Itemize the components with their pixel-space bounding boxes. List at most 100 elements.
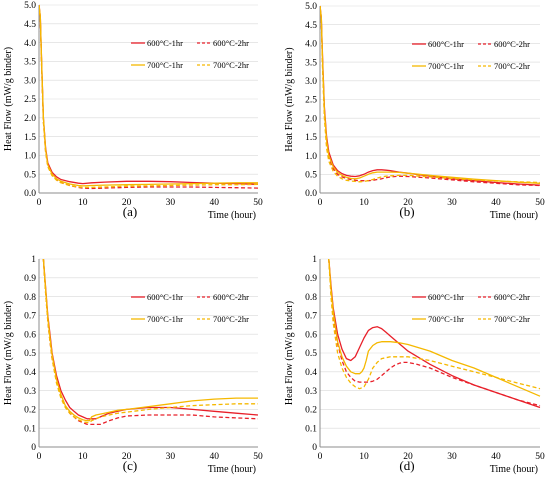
y-tick-label: 0.5	[305, 349, 317, 359]
x-tick-label: 20	[403, 452, 413, 462]
series-line	[320, 5, 541, 187]
y-tick-label: 2.0	[24, 114, 36, 124]
series-line	[39, 4, 259, 189]
x-tick-label: 10	[78, 198, 88, 208]
x-tick-label: 10	[359, 452, 369, 462]
panel-caption: (d)	[399, 458, 414, 473]
x-tick-label: 40	[209, 452, 219, 462]
x-tick-label: 0	[318, 452, 323, 462]
y-tick-label: 2.0	[305, 114, 317, 124]
x-tick-label: 0	[37, 452, 42, 462]
x-tick-label: 30	[166, 198, 176, 208]
chart-panel-0: 0.0 0.5 1.0 1.5 2.0 2.5 3.0 3.5 4.0 4.5 5.0 0 10 20 30…	[3, 1, 263, 221]
legend-label: 600°C-2hr	[213, 292, 249, 302]
y-tick-label: 0.7	[305, 312, 317, 322]
y-axis-title: Heat Flow (mW/g binder)	[284, 301, 295, 405]
panel-caption: (a)	[123, 204, 137, 219]
y-tick-label: 0.0	[305, 189, 317, 199]
y-tick-label: 3.5	[305, 58, 317, 68]
y-tick-label: 1.5	[305, 133, 317, 143]
y-tick-label: 4.0	[24, 39, 36, 49]
y-tick-label: 0.2	[305, 406, 317, 416]
y-tick-label: 4.5	[305, 21, 317, 31]
series-line	[42, 258, 259, 426]
y-tick-label: 0.3	[305, 387, 317, 397]
series-line	[320, 5, 541, 184]
legend-label: 600°C-1hr	[147, 38, 183, 48]
y-tick-label: 0.1	[24, 424, 36, 434]
y-tick-label: 0.4	[305, 368, 317, 378]
legend-label: 700°C-1hr	[428, 314, 464, 324]
x-axis-title: Time (hour)	[490, 210, 538, 221]
series-line	[320, 5, 541, 186]
series-line	[39, 4, 259, 186]
legend-label: 700°C-2hr	[213, 60, 249, 70]
x-tick-label: 30	[166, 452, 176, 462]
y-tick-label: 2.5	[305, 96, 317, 106]
series-line	[328, 258, 541, 409]
series-line	[42, 258, 258, 424]
y-tick-label: 0.7	[24, 312, 36, 322]
series-line	[320, 5, 541, 184]
y-tick-label: 3.0	[305, 77, 317, 87]
y-tick-label: 3.5	[24, 58, 36, 68]
y-tick-label: 0	[312, 443, 317, 453]
series-line	[39, 4, 259, 190]
series-line	[328, 258, 541, 390]
x-tick-label: 20	[122, 198, 132, 208]
legend-label: 600°C-1hr	[428, 292, 464, 302]
y-tick-label: 0.1	[305, 424, 317, 434]
panel-caption: (c)	[123, 458, 137, 473]
x-tick-label: 50	[253, 198, 263, 208]
y-tick-label: 0.5	[305, 171, 317, 181]
chart-panel-2: 00.10.20.30.40.50.60.70.80.910 10 20 30 40 50…	[3, 255, 263, 475]
y-tick-label: 0.9	[305, 274, 317, 284]
y-tick-label: 1.0	[305, 152, 317, 162]
y-tick-label: 5.0	[24, 1, 36, 11]
y-tick-label: 5.0	[305, 2, 317, 12]
chart-panel-3: 00.10.20.30.40.50.60.70.80.910 10 20 30 40 50…	[284, 255, 545, 475]
y-tick-label: 0.6	[305, 330, 317, 340]
legend-label: 600°C-1hr	[428, 39, 464, 49]
legend-label: 700°C-2hr	[494, 61, 530, 71]
y-tick-label: 1.5	[24, 133, 36, 143]
legend-label: 600°C-2hr	[494, 39, 530, 49]
legend-label: 700°C-1hr	[147, 60, 183, 70]
y-tick-label: 0.5	[24, 349, 36, 359]
x-tick-label: 10	[359, 198, 369, 208]
y-tick-label: 0.4	[24, 368, 36, 378]
y-tick-label: 0.8	[305, 293, 317, 303]
series-line	[42, 258, 259, 420]
x-tick-label: 0	[37, 198, 42, 208]
legend-label: 700°C-2hr	[494, 314, 530, 324]
y-tick-label: 0.3	[24, 387, 36, 397]
y-tick-label: 1	[312, 255, 317, 265]
x-tick-label: 40	[491, 452, 501, 462]
y-tick-label: 0.5	[24, 170, 36, 180]
x-tick-label: 50	[535, 198, 545, 208]
y-tick-label: 4.0	[305, 40, 317, 50]
series-line	[328, 258, 541, 407]
legend-label: 600°C-2hr	[213, 38, 249, 48]
y-tick-label: 2.5	[24, 95, 36, 105]
y-tick-label: 0	[31, 443, 36, 453]
x-tick-label: 30	[447, 198, 457, 208]
y-tick-label: 0.9	[24, 274, 36, 284]
series-line	[328, 258, 541, 397]
x-axis-title: Time (hour)	[208, 464, 256, 475]
y-tick-label: 0.8	[24, 293, 36, 303]
x-tick-label: 20	[403, 198, 413, 208]
y-tick-label: 0.6	[24, 330, 36, 340]
y-axis-title: Heat Flow (mW/g binder)	[3, 301, 14, 405]
x-axis-title: Time (hour)	[208, 210, 256, 221]
y-axis-title: Heat Flow (mW/g binder)	[284, 47, 295, 151]
chart-panel-1: 0.0 0.5 1.0 1.5 2.0 2.5 3.0 3.5 4.0 4.5 5.0 0 10 20 30…	[284, 2, 545, 221]
y-tick-label: 3.0	[24, 76, 36, 86]
panel-caption: (b)	[399, 204, 414, 219]
y-tick-label: 0.0	[24, 189, 36, 199]
x-tick-label: 50	[253, 452, 263, 462]
legend-label: 700°C-1hr	[147, 314, 183, 324]
y-tick-label: 0.2	[24, 406, 36, 416]
x-axis-title: Time (hour)	[490, 464, 538, 475]
y-tick-label: 4.5	[24, 20, 36, 30]
